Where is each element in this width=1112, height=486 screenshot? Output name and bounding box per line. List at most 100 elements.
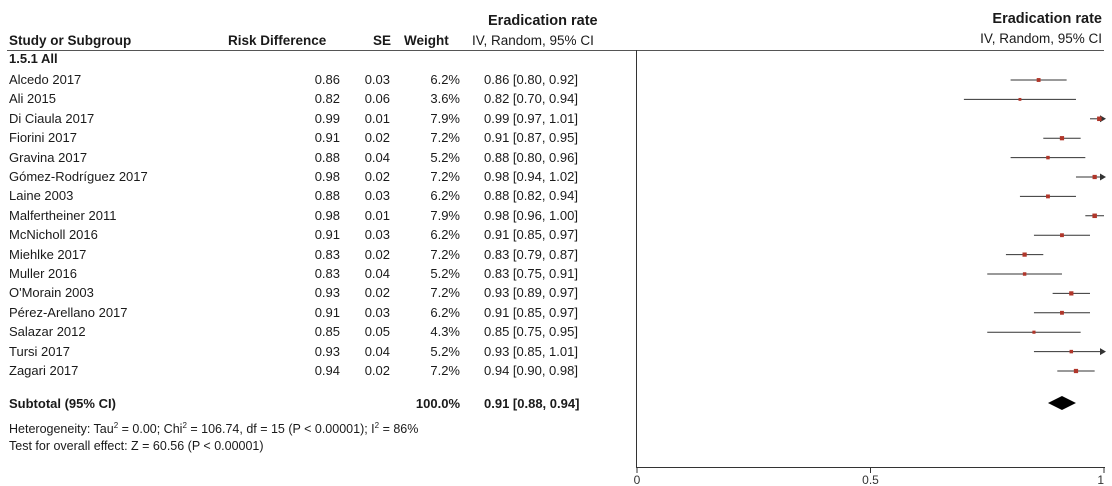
study-se: 0.04 (364, 149, 390, 165)
study-se: 0.03 (364, 227, 390, 243)
plot-heading: Eradication rate (992, 11, 1102, 27)
study-weight: 6.2% (430, 188, 460, 204)
point-estimate (1018, 97, 1022, 101)
column-header-se: SE (373, 33, 392, 48)
heterogeneity-text: Heterogeneity: Tau2 = 0.00; Chi2 = 106.7… (9, 418, 418, 437)
study-se: 0.03 (364, 188, 390, 204)
study-se: 0.06 (364, 91, 390, 107)
study-se: 0.02 (364, 285, 390, 301)
study-name: O'Morain 2003 (9, 285, 94, 301)
study-risk-difference: 0.93 (314, 343, 340, 359)
study-se: 0.01 (364, 110, 390, 126)
point-estimate (1092, 174, 1097, 180)
study-weight: 3.6% (430, 91, 460, 107)
study-ci: 0.86 [0.80, 0.92] (484, 72, 578, 87)
study-risk-difference: 0.82 (314, 91, 340, 107)
point-estimate (1092, 213, 1097, 219)
ci-arrow (1100, 348, 1106, 356)
study-se: 0.01 (364, 207, 390, 223)
point-estimate (1060, 310, 1064, 315)
point-estimate (1022, 272, 1027, 276)
study-name: Pérez-Arellano 2017 (9, 304, 128, 320)
study-name: Zagari 2017 (9, 363, 79, 378)
x-tick-label: 0.5 (862, 473, 879, 486)
study-ci: 0.83 [0.75, 0.91] (484, 266, 578, 281)
column-header-weight: Weight (404, 33, 449, 48)
study-se: 0.03 (364, 304, 390, 320)
subtotal-ci: 0.91 [0.88, 0.94] (484, 396, 580, 411)
study-risk-difference: 0.88 (314, 149, 340, 165)
point-estimate (1097, 116, 1102, 122)
study-marks (963, 78, 1106, 374)
study-risk-difference: 0.91 (314, 227, 340, 243)
study-weight: 7.2% (430, 246, 460, 262)
study-name: Muller 2016 (9, 266, 77, 281)
study-risk-difference: 0.83 (314, 266, 340, 281)
table-group-heading: Eradication rate (488, 13, 598, 29)
study-weight: 6.2% (430, 304, 460, 320)
study-risk-difference: 0.86 (314, 72, 340, 87)
chi-superscript: 2 (182, 421, 187, 430)
column-header-risk-difference: Risk Difference (228, 33, 327, 48)
point-estimate (1060, 233, 1064, 238)
study-risk-difference: 0.99 (314, 110, 340, 126)
study-risk-difference: 0.93 (314, 285, 340, 301)
study-name: Gravina 2017 (9, 149, 88, 165)
study-name: Malfertheiner 2011 (9, 207, 117, 223)
study-weight: 7.2% (430, 285, 460, 301)
point-estimate (1069, 349, 1074, 354)
heterogeneity-chi: = 106.74, df = 15 (P < 0.00001); I (186, 422, 375, 437)
study-weight: 5.2% (430, 343, 460, 359)
study-weight: 7.2% (430, 169, 460, 184)
study-name: Salazar 2012 (9, 324, 86, 340)
point-estimate (1032, 330, 1036, 334)
study-name: McNicholl 2016 (9, 227, 98, 243)
subtotal-label: Subtotal (95% CI) (9, 396, 116, 411)
plot-subheading: IV, Random, 95% CI (980, 31, 1102, 46)
study-weight: 7.9% (430, 207, 460, 223)
study-ci: 0.98 [0.94, 1.02] (484, 169, 578, 184)
point-estimate (1046, 194, 1050, 199)
study-se: 0.02 (364, 363, 390, 378)
study-se: 0.04 (364, 343, 390, 359)
study-weight: 7.2% (430, 363, 460, 378)
study-risk-difference: 0.91 (314, 130, 340, 146)
point-estimate (1059, 136, 1065, 141)
study-ci: 0.91 [0.85, 0.97] (484, 227, 578, 243)
heterogeneity-tau: = 0.00; Chi (118, 422, 183, 437)
study-risk-difference: 0.85 (314, 324, 340, 340)
subtotal-weight: 100.0% (415, 396, 460, 411)
study-weight: 6.2% (430, 72, 460, 87)
study-ci: 0.98 [0.96, 1.00] (484, 207, 578, 223)
study-ci: 0.88 [0.80, 0.96] (484, 149, 578, 165)
study-risk-difference: 0.91 (314, 304, 340, 320)
ci-arrow (1100, 173, 1106, 181)
heterogeneity-prefix: Heterogeneity: Tau (9, 422, 114, 437)
study-ci: 0.99 [0.97, 1.01] (484, 110, 578, 126)
study-ci: 0.85 [0.75, 0.95] (484, 324, 578, 340)
study-ci: 0.93 [0.85, 1.01] (484, 343, 578, 359)
study-weight: 6.2% (430, 227, 460, 243)
study-se: 0.05 (364, 324, 390, 340)
study-risk-difference: 0.98 (314, 169, 340, 184)
study-name: Tursi 2017 (9, 343, 70, 359)
column-header-study: Study or Subgroup (9, 33, 132, 48)
study-ci: 0.91 [0.85, 0.97] (484, 304, 578, 320)
heterogeneity-i2: = 86% (379, 422, 419, 437)
study-se: 0.02 (364, 246, 390, 262)
point-estimate (1022, 252, 1027, 257)
study-weight: 5.2% (430, 266, 460, 281)
point-estimate (1069, 291, 1074, 296)
subgroup-label: 1.5.1 All (9, 51, 58, 66)
point-estimate (1073, 368, 1079, 374)
x-tick-label: 0 (634, 473, 641, 486)
tau-superscript: 2 (113, 421, 119, 430)
study-se: 0.02 (364, 169, 390, 184)
study-ci: 0.91 [0.87, 0.95] (484, 130, 578, 146)
study-se: 0.04 (364, 266, 390, 281)
point-estimate (1046, 155, 1050, 160)
study-risk-difference: 0.98 (314, 207, 340, 223)
study-se: 0.02 (364, 130, 390, 146)
study-weight: 7.9% (430, 110, 460, 126)
